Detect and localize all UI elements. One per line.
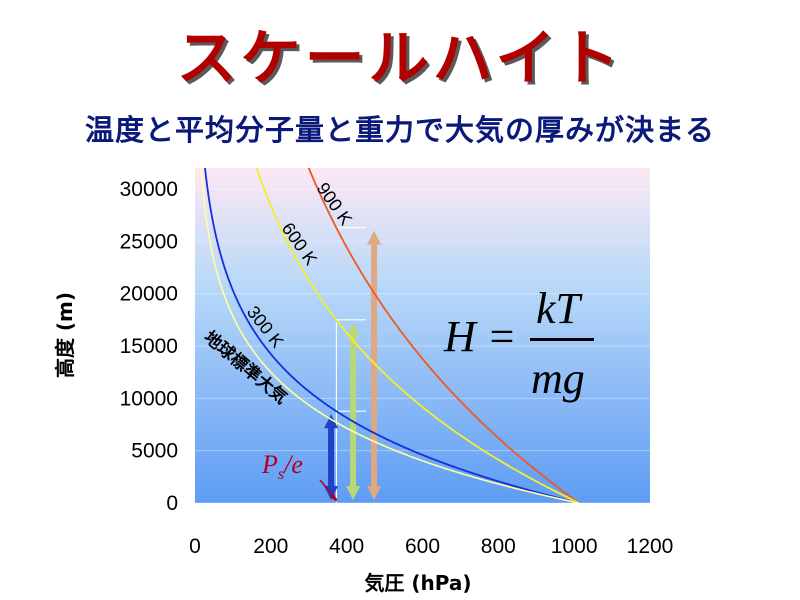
x-tick-3: 600	[405, 535, 440, 558]
arrow-head-top-2	[367, 230, 382, 245]
x-tick-5: 1000	[551, 535, 598, 558]
x-tick-4: 800	[481, 535, 516, 558]
y-tick-2: 10000	[120, 387, 178, 410]
ps-over-e-label: Ps/e	[261, 450, 303, 483]
page-subtitle: 温度と平均分子量と重力で大気の厚みが決まる	[84, 113, 715, 147]
formula-lhs: H =	[443, 312, 516, 361]
x-tick-6: 1200	[627, 535, 674, 558]
y-axis-label: 高度 (m)	[53, 292, 77, 378]
y-tick-0: 0	[166, 492, 178, 515]
ps-divisor: /e	[282, 450, 303, 479]
arrow-shaft-0	[328, 426, 335, 488]
ps-over-e-pointer-head	[330, 493, 337, 502]
arrow-shaft-2	[371, 242, 378, 488]
y-tick-6: 30000	[120, 178, 178, 201]
x-tick-2: 400	[329, 535, 364, 558]
arrow-head-bottom-1	[346, 486, 361, 500]
series-line-2	[204, 168, 580, 503]
pressure-curves	[200, 168, 580, 503]
arrow-shaft-1	[350, 334, 357, 488]
plot-background	[195, 168, 650, 503]
series-line-3	[200, 168, 580, 503]
ps-symbol: P	[261, 450, 278, 479]
formula-denominator: mg	[531, 354, 585, 403]
arrow-head-bottom-2	[367, 486, 382, 500]
y-tick-3: 15000	[120, 335, 178, 358]
page-title: スケールハイト	[176, 24, 624, 94]
y-tick-labels: 0 5000 10000 15000 20000 25000 30000	[120, 178, 178, 515]
x-tick-labels: 0 200 400 600 800 1000 1200	[189, 535, 673, 558]
x-tick-1: 200	[253, 535, 288, 558]
ps-subscript: s	[278, 466, 284, 483]
y-tick-4: 20000	[120, 283, 178, 306]
y-tick-5: 25000	[120, 230, 178, 253]
series-line-0	[307, 168, 580, 503]
scale-height-formula: H = kT mg	[443, 284, 594, 403]
x-tick-0: 0	[189, 535, 201, 558]
arrow-head-top-0	[324, 414, 339, 429]
formula-fraction-bar	[530, 338, 594, 341]
series-line-1	[255, 168, 580, 503]
arrow-head-top-1	[346, 322, 361, 337]
formula-numerator: kT	[536, 284, 584, 333]
grid-lines	[195, 188, 650, 504]
x-axis-label: 気圧 (hPa)	[364, 571, 471, 595]
y-tick-1: 5000	[131, 440, 178, 463]
